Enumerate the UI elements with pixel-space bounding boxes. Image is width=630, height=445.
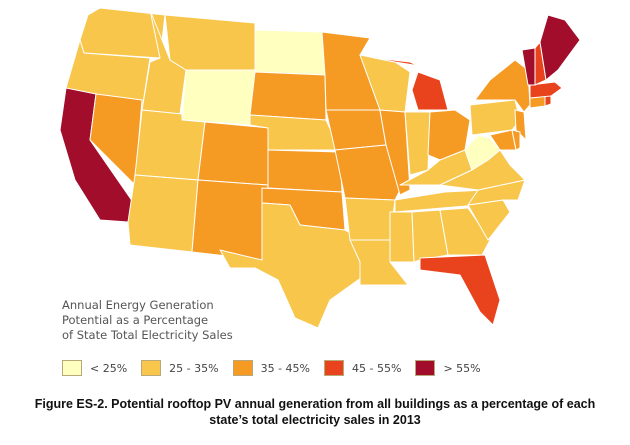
us-map — [59, 7, 581, 329]
state-florida — [419, 254, 501, 326]
state-texas — [219, 202, 366, 329]
legend-label-gt55: > 55% — [443, 361, 481, 375]
state-kansas — [267, 149, 343, 193]
legend-title-line-3: of State Total Electricity Sales — [62, 328, 233, 342]
legend-swatch-35-45 — [232, 360, 253, 376]
state-arizona — [127, 174, 199, 253]
legend: < 25% 25 - 35% 35 - 45% 45 - 55% > 55% — [62, 360, 495, 376]
state-indiana — [404, 111, 431, 176]
state-colorado — [197, 121, 271, 186]
legend-label-25-35: 25 - 35% — [169, 361, 219, 375]
legend-title-line-1: Annual Energy Generation — [62, 298, 214, 312]
state-iowa — [325, 109, 387, 151]
state-new-jersey — [514, 109, 527, 141]
legend-swatch-25-35 — [141, 360, 162, 376]
state-south-dakota — [249, 71, 327, 121]
legend-item-35-45: 35 - 45% — [232, 360, 311, 376]
legend-title-line-2: Potential as a Percentage — [62, 313, 209, 327]
state-montana — [164, 14, 256, 71]
state-michigan — [373, 57, 449, 111]
state-new-york — [474, 59, 531, 113]
state-massachusetts — [529, 81, 563, 99]
legend-title: Annual Energy Generation Potential as a … — [62, 298, 233, 343]
legend-label-35-45: 35 - 45% — [260, 361, 311, 375]
caption-line-1: Figure ES-2. Potential rooftop PV annual… — [34, 397, 596, 411]
state-arkansas — [344, 197, 396, 241]
legend-item-25-35: 25 - 35% — [141, 360, 219, 376]
state-delaware — [511, 129, 521, 151]
state-maine — [539, 14, 581, 81]
legend-item-lt25: < 25% — [62, 360, 127, 376]
legend-label-lt25: < 25% — [90, 361, 128, 375]
legend-swatch-lt25 — [62, 360, 82, 376]
caption-line-2: state’s total electricity sales in 2013 — [209, 413, 421, 427]
figure-caption: Figure ES-2. Potential rooftop PV annual… — [0, 396, 630, 428]
legend-item-gt55: > 55% — [415, 360, 481, 376]
state-mississippi — [389, 211, 415, 263]
state-illinois — [379, 109, 411, 196]
state-georgia — [439, 207, 491, 256]
state-new-mexico — [191, 179, 269, 261]
state-north-dakota — [254, 29, 326, 76]
state-missouri — [334, 144, 401, 201]
legend-swatch-gt55 — [415, 360, 436, 376]
state-rhode-island — [544, 95, 552, 107]
legend-item-45-55: 45 - 55% — [324, 360, 401, 376]
state-wyoming — [181, 69, 256, 126]
legend-label-45-55: 45 - 55% — [352, 361, 402, 375]
legend-swatch-45-55 — [324, 360, 345, 376]
